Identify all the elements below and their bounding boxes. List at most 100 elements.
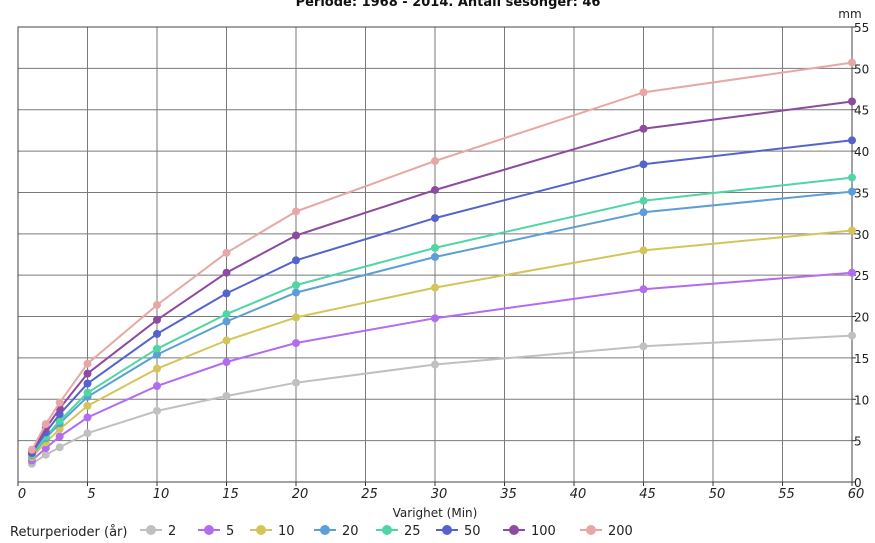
- data-point-50: [292, 256, 300, 265]
- data-point-200: [292, 207, 300, 216]
- data-point-200: [639, 88, 648, 97]
- series-line-100: [31, 100, 853, 452]
- data-point-10: [639, 246, 648, 255]
- legend-marker-200: [586, 525, 596, 535]
- data-point-100: [848, 97, 856, 106]
- series-line-25: [31, 176, 853, 456]
- legend-label-200: 200: [608, 524, 633, 539]
- data-point-10: [292, 313, 300, 322]
- legend-marker-5: [204, 525, 214, 535]
- data-point-2: [848, 331, 856, 340]
- x-tick-label: 20: [292, 487, 309, 502]
- legend-title: Returperioder (år): [10, 525, 127, 539]
- chart-title: Periode: 1968 - 2014. Antall sesonger: 4…: [296, 0, 601, 10]
- series-line-50: [31, 139, 853, 454]
- data-point-2: [431, 360, 439, 369]
- legend-label-2: 2: [168, 524, 176, 539]
- data-point-25: [639, 196, 648, 205]
- y-tick-label: 50: [854, 62, 869, 76]
- data-point-20: [153, 350, 161, 359]
- x-tick-label: 10: [153, 487, 170, 502]
- data-point-5: [55, 432, 64, 441]
- data-point-2: [153, 406, 161, 415]
- data-point-5: [41, 444, 50, 453]
- y-tick-label: 25: [854, 269, 869, 283]
- data-point-200: [431, 157, 439, 166]
- legend-label-25: 25: [404, 524, 421, 539]
- legend-label-5: 5: [226, 524, 234, 539]
- data-point-200: [222, 248, 231, 257]
- series-line-5: [31, 271, 853, 462]
- legend-label-100: 100: [531, 524, 556, 539]
- data-point-2: [83, 429, 92, 438]
- x-tick-label: 35: [500, 487, 517, 502]
- data-point-20: [292, 288, 300, 297]
- series-line-10: [31, 229, 853, 458]
- data-point-5: [222, 358, 231, 367]
- data-point-200: [27, 445, 36, 454]
- data-point-5: [639, 285, 648, 294]
- data-point-10: [222, 336, 231, 345]
- data-point-25: [222, 310, 231, 319]
- legend-marker-10: [256, 525, 266, 535]
- legend-marker-100: [509, 525, 519, 535]
- series-line-200: [31, 61, 853, 451]
- data-point-2: [222, 391, 231, 400]
- series-line-20: [31, 190, 853, 457]
- legend-label-50: 50: [464, 524, 481, 539]
- data-point-5: [153, 382, 161, 391]
- y-tick-label: 10: [854, 393, 869, 407]
- x-tick-label: 50: [709, 487, 726, 502]
- data-point-25: [83, 388, 92, 397]
- legend: 2 5 10 20 25 50 100 200: [140, 524, 633, 539]
- data-point-2: [41, 450, 50, 459]
- data-point-25: [431, 243, 439, 252]
- data-point-25: [292, 281, 300, 290]
- legend-marker-25: [382, 525, 392, 535]
- y-tick-label: 35: [854, 186, 869, 200]
- x-tick-label: 55: [778, 487, 795, 502]
- data-point-10: [431, 283, 439, 292]
- data-point-200: [848, 58, 856, 67]
- y-tick-label: 55: [854, 21, 869, 35]
- data-point-20: [639, 208, 648, 217]
- data-point-50: [639, 160, 648, 169]
- x-tick-label: 40: [570, 487, 587, 502]
- x-tick-label: 5: [87, 487, 95, 502]
- data-point-100: [639, 124, 648, 133]
- data-point-20: [431, 252, 439, 261]
- x-tick-label: 60: [848, 487, 865, 502]
- data-point-5: [292, 339, 300, 348]
- data-point-100: [292, 231, 300, 240]
- data-point-2: [292, 378, 300, 387]
- data-point-2: [55, 443, 64, 452]
- plot-area: 0 5 10 15 20 25 30 35 40 45 50 55 600510152025303540…: [17, 21, 869, 502]
- legend-label-10: 10: [278, 524, 295, 539]
- y-tick-label: 15: [854, 352, 869, 366]
- legend-marker-2: [146, 525, 156, 535]
- x-tick-label: 25: [361, 487, 378, 502]
- y-tick-label: 40: [854, 145, 869, 159]
- x-tick-label: 45: [639, 487, 656, 502]
- data-point-25: [153, 344, 161, 353]
- data-point-20: [222, 317, 231, 326]
- y-tick-label: 20: [854, 311, 869, 325]
- data-point-50: [431, 214, 439, 223]
- data-point-25: [55, 416, 64, 425]
- data-point-50: [222, 289, 231, 298]
- data-point-25: [848, 173, 856, 182]
- x-tick-label: 0: [18, 487, 26, 502]
- y-axis-unit-label: mm: [838, 7, 861, 21]
- plot-border: [17, 26, 853, 483]
- data-point-10: [848, 226, 856, 235]
- data-point-200: [41, 420, 50, 429]
- data-point-20: [848, 187, 856, 196]
- data-point-5: [431, 314, 439, 323]
- legend-marker-20: [320, 525, 330, 535]
- y-tick-label: 0: [854, 476, 862, 490]
- data-point-10: [55, 425, 64, 434]
- data-point-5: [848, 268, 856, 277]
- data-point-10: [153, 364, 161, 373]
- x-tick-label: 15: [222, 487, 239, 502]
